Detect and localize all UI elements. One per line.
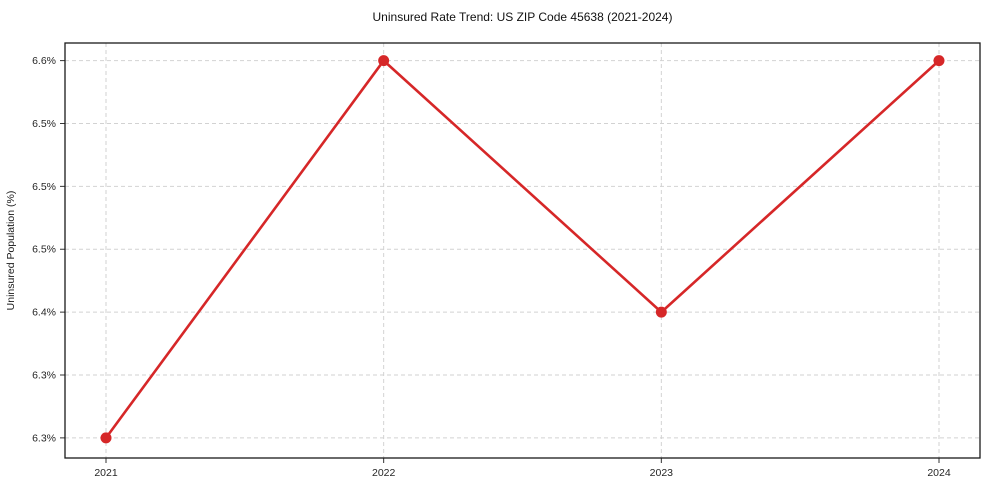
y-tick-label: 6.4% (32, 307, 56, 319)
y-tick-label: 6.5% (32, 244, 56, 256)
chart-title: Uninsured Rate Trend: US ZIP Code 45638 … (373, 10, 673, 24)
x-tick-label: 2021 (94, 467, 118, 479)
y-axis-label: Uninsured Population (%) (5, 191, 17, 311)
data-point-2024 (933, 55, 945, 67)
plot-area-background (65, 43, 980, 458)
data-point-2021 (100, 432, 112, 444)
data-point-2023 (655, 306, 667, 318)
y-tick-label: 6.3% (32, 432, 56, 444)
x-tick-label: 2023 (650, 467, 674, 479)
y-tick-label: 6.6% (32, 55, 56, 67)
y-tick-label: 6.5% (32, 118, 56, 130)
y-tick-label: 6.5% (32, 181, 56, 193)
x-tick-label: 2024 (927, 467, 951, 479)
plot-border (64, 42, 981, 459)
y-tick-label: 6.3% (32, 370, 56, 382)
x-tick-label: 2022 (372, 467, 396, 479)
trend-line (104, 59, 941, 440)
data-point-2022 (378, 55, 390, 67)
